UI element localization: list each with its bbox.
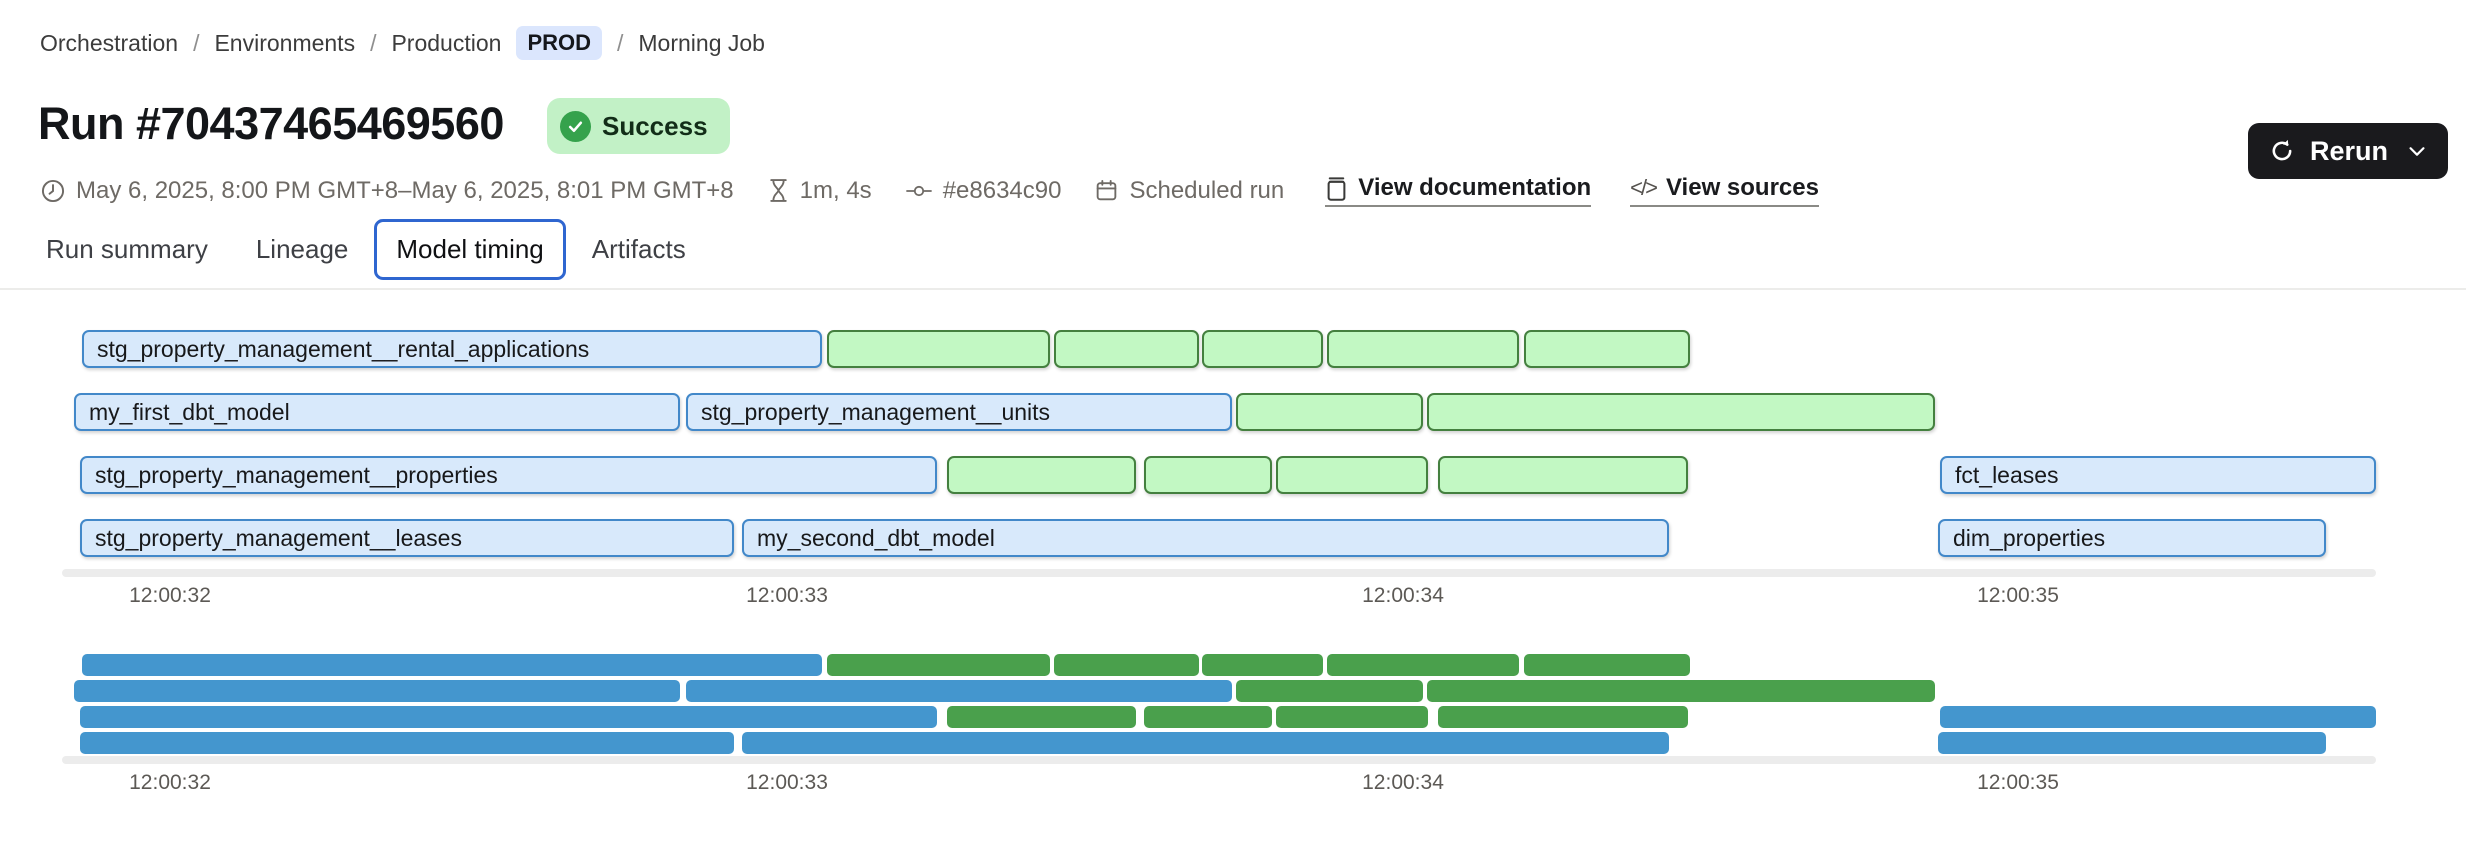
overview-bar-test xyxy=(1236,680,1423,702)
gantt-bar-label: stg_property_management__units xyxy=(701,399,1051,425)
breadcrumb-orchestration[interactable]: Orchestration xyxy=(40,29,179,56)
model-timing-overview xyxy=(0,654,2466,758)
clock-icon xyxy=(41,179,65,202)
gantt-bar-label: dim_properties xyxy=(1953,525,2106,551)
axis-tick-label: 12:00:35 xyxy=(1977,584,2059,607)
gantt-bar-test[interactable] xyxy=(1427,393,1935,431)
view-sources-link[interactable]: </> View sources xyxy=(1630,174,1819,207)
calendar-icon xyxy=(1097,179,1117,201)
refresh-icon xyxy=(2268,137,2296,165)
overview-bar-model xyxy=(742,732,1669,754)
overview-bar-test xyxy=(1276,706,1428,728)
gantt-bar-model[interactable]: stg_property_management__leases xyxy=(80,519,734,557)
overview-bar-test xyxy=(1438,706,1688,728)
gantt-bar-test[interactable] xyxy=(1236,393,1423,431)
gantt-bar-model[interactable]: stg_property_management__rental_applicat… xyxy=(82,330,822,368)
document-icon xyxy=(1327,176,1346,201)
gantt-bar-test[interactable] xyxy=(947,456,1136,494)
gantt-bar-test[interactable] xyxy=(1276,456,1428,494)
axis-tick-label: 12:00:32 xyxy=(129,771,211,794)
gantt-bar-label: my_second_dbt_model xyxy=(757,525,995,551)
run-duration: 1m, 4s xyxy=(767,177,872,205)
status-badge: Success xyxy=(547,98,730,154)
code-icon: </> xyxy=(1630,175,1658,200)
overview-bar-model xyxy=(686,680,1232,702)
tab-lineage[interactable]: Lineage xyxy=(255,234,349,264)
axis-tick-label: 12:00:32 xyxy=(129,584,211,607)
gantt-main-axis: 12:00:32 12:00:33 12:00:34 12:00:35 xyxy=(0,584,2466,614)
gantt-mini-scroll-track[interactable] xyxy=(62,756,2376,764)
gantt-bar-model[interactable]: my_second_dbt_model xyxy=(742,519,1669,557)
page-title: Run #70437465469560 xyxy=(38,98,504,149)
model-timing-gantt: stg_property_management__rental_applicat… xyxy=(0,330,2466,560)
overview-bar-test xyxy=(947,706,1136,728)
breadcrumb-production[interactable]: Production xyxy=(391,29,502,56)
breadcrumb-separator: / xyxy=(370,29,377,56)
overview-bar-model xyxy=(74,680,680,702)
tab-run-summary[interactable]: Run summary xyxy=(46,234,208,264)
run-time-range: May 6, 2025, 8:00 PM GMT+8–May 6, 2025, … xyxy=(40,177,734,205)
overview-bar-model xyxy=(1940,706,2376,728)
breadcrumb-morning-job[interactable]: Morning Job xyxy=(638,29,765,56)
check-icon xyxy=(560,110,591,142)
view-documentation-link[interactable]: View documentation xyxy=(1325,174,1592,207)
gantt-bar-label: stg_property_management__rental_applicat… xyxy=(97,336,590,362)
axis-tick-label: 12:00:34 xyxy=(1362,584,1444,607)
overview-bar-model xyxy=(82,654,822,676)
overview-bar-model xyxy=(1938,732,2326,754)
gantt-bar-model[interactable]: stg_property_management__properties xyxy=(80,456,937,494)
axis-tick-label: 12:00:33 xyxy=(746,584,828,607)
gantt-bar-model[interactable]: dim_properties xyxy=(1938,519,2326,557)
gantt-bar-label: stg_property_management__properties xyxy=(95,462,498,488)
axis-tick-label: 12:00:34 xyxy=(1362,771,1444,794)
chevron-down-icon[interactable] xyxy=(2406,140,2428,162)
gantt-bar-label: stg_property_management__leases xyxy=(95,525,462,551)
gantt-bar-test[interactable] xyxy=(1054,330,1199,368)
axis-tick-label: 12:00:33 xyxy=(746,771,828,794)
status-label: Success xyxy=(602,110,708,141)
gantt-main-scroll-track[interactable] xyxy=(62,569,2376,577)
run-meta-row: May 6, 2025, 8:00 PM GMT+8–May 6, 2025, … xyxy=(40,174,1819,207)
run-trigger: Scheduled run xyxy=(1094,177,1284,205)
breadcrumb: Orchestration / Environments / Productio… xyxy=(40,26,765,60)
gantt-bar-test[interactable] xyxy=(1327,330,1519,368)
overview-bar-test xyxy=(1524,654,1690,676)
breadcrumb-environments[interactable]: Environments xyxy=(214,29,356,56)
gantt-bar-model[interactable]: my_first_dbt_model xyxy=(74,393,680,431)
rerun-label: Rerun xyxy=(2310,135,2389,166)
overview-bar-test xyxy=(1054,654,1199,676)
gantt-bar-test[interactable] xyxy=(1438,456,1688,494)
gantt-bar-label: fct_leases xyxy=(1955,462,2059,488)
tab-artifacts[interactable]: Artifacts xyxy=(591,234,686,264)
gantt-bar-label: my_first_dbt_model xyxy=(89,399,290,425)
overview-bar-model xyxy=(80,732,734,754)
overview-bar-test xyxy=(1427,680,1935,702)
overview-bar-test xyxy=(1144,706,1272,728)
overview-bar-test xyxy=(827,654,1050,676)
gantt-bar-test[interactable] xyxy=(1524,330,1690,368)
commit-icon xyxy=(905,185,932,196)
gantt-bar-test[interactable] xyxy=(1202,330,1323,368)
overview-bar-model xyxy=(80,706,937,728)
tabs-divider xyxy=(0,288,2466,290)
overview-bar-test xyxy=(1327,654,1519,676)
tab-model-timing[interactable]: Model timing xyxy=(374,219,566,280)
axis-tick-label: 12:00:35 xyxy=(1977,771,2059,794)
hourglass-icon xyxy=(769,179,787,202)
overview-bar-test xyxy=(1202,654,1323,676)
gantt-bar-test[interactable] xyxy=(827,330,1050,368)
run-tabs: Run summary Lineage Model timing Artifac… xyxy=(22,219,710,280)
rerun-button[interactable]: Rerun xyxy=(2248,123,2449,179)
breadcrumb-separator: / xyxy=(193,29,200,56)
gantt-bar-test[interactable] xyxy=(1144,456,1272,494)
gantt-bar-model[interactable]: fct_leases xyxy=(1940,456,2376,494)
environment-badge: PROD xyxy=(516,26,602,60)
commit-hash: #e8634c90 xyxy=(905,177,1061,205)
breadcrumb-separator: / xyxy=(617,29,624,56)
gantt-bar-model[interactable]: stg_property_management__units xyxy=(686,393,1232,431)
gantt-mini-axis: 12:00:32 12:00:33 12:00:34 12:00:35 xyxy=(0,771,2466,801)
